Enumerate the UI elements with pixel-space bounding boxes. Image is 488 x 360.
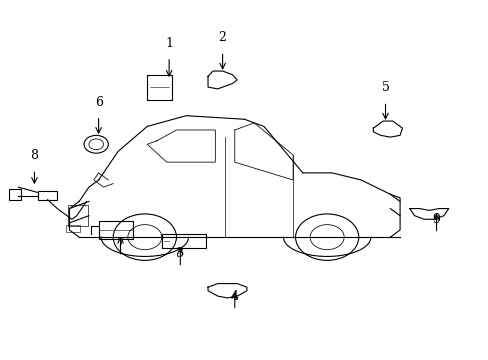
Text: 1: 1 <box>165 37 173 50</box>
Bar <box>65 225 80 232</box>
Bar <box>68 205 88 226</box>
Text: 4: 4 <box>230 290 238 303</box>
Text: 8: 8 <box>30 149 39 162</box>
Bar <box>147 75 171 100</box>
Text: 9: 9 <box>432 213 440 226</box>
Text: 7: 7 <box>116 237 124 249</box>
Bar <box>38 191 57 200</box>
Text: 5: 5 <box>381 81 388 94</box>
Bar <box>162 234 205 248</box>
Text: 3: 3 <box>176 247 184 260</box>
Bar <box>99 221 132 239</box>
Text: 6: 6 <box>95 95 102 109</box>
Bar <box>9 189 21 200</box>
Text: 2: 2 <box>218 31 226 44</box>
